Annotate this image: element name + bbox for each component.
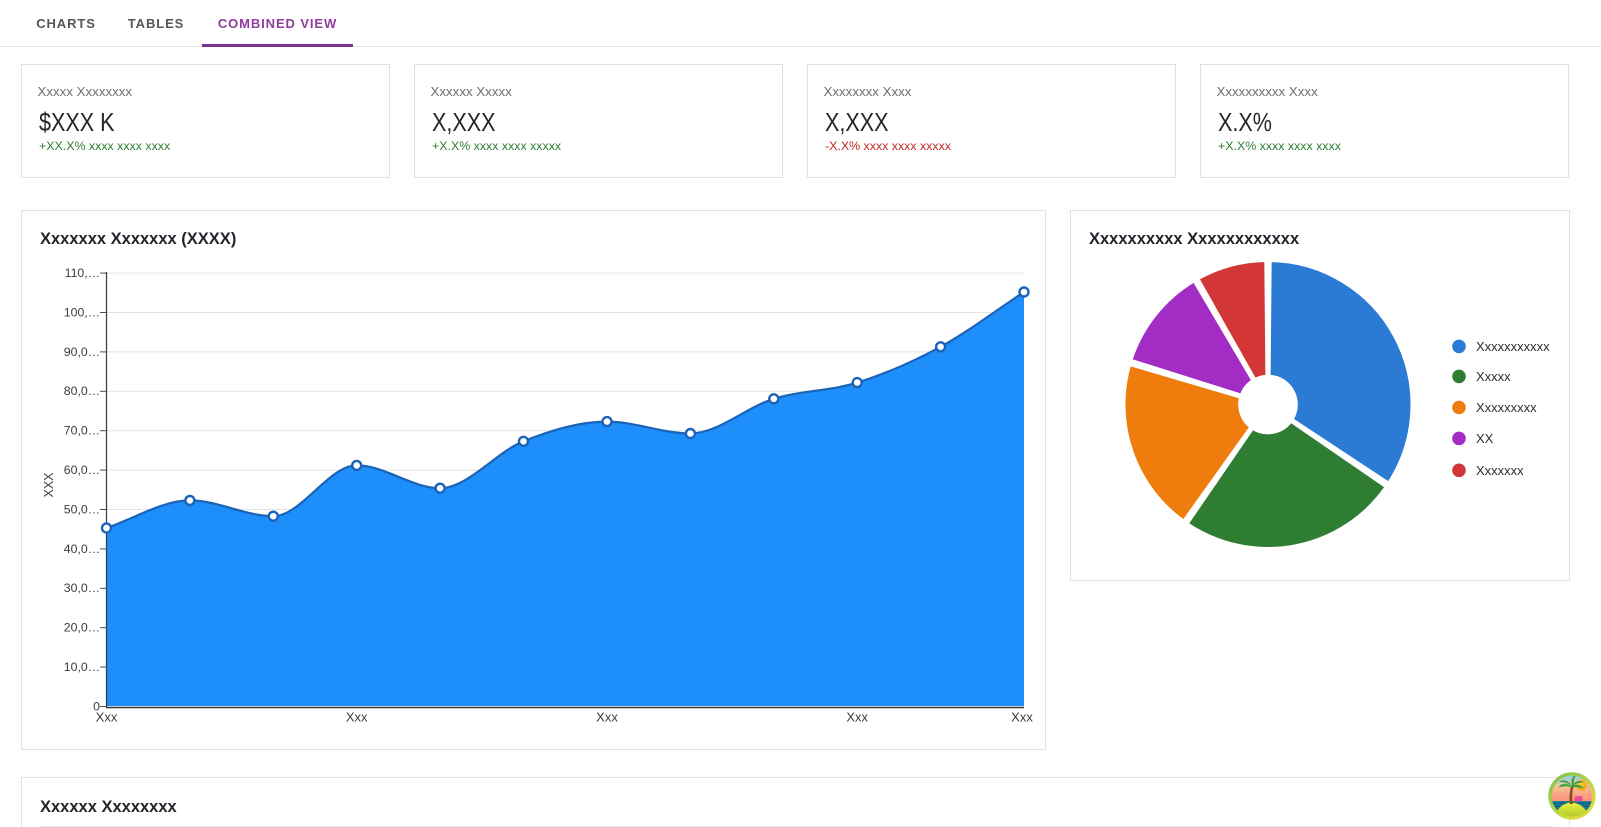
svg-text:Xxxxxxx: Xxxxxxx <box>1476 463 1524 478</box>
svg-text:40,0…: 40,0… <box>64 542 100 556</box>
svg-text:Xxxxx: Xxxxx <box>1476 369 1511 384</box>
svg-text:90,0…: 90,0… <box>64 345 100 359</box>
svg-text:Xxx: Xxx <box>846 710 868 725</box>
svg-text:10,0…: 10,0… <box>64 660 100 674</box>
svg-text:XXX: XXX <box>42 472 56 498</box>
svg-text:Xxx: Xxx <box>96 710 118 725</box>
svg-text:20,0…: 20,0… <box>64 621 100 635</box>
svg-text:Xxxxxxxxxxx: Xxxxxxxxxxx <box>1476 339 1550 354</box>
svg-text:60,0…: 60,0… <box>64 463 100 477</box>
svg-text:50,0…: 50,0… <box>64 502 100 516</box>
svg-text:70,0…: 70,0… <box>64 424 100 438</box>
svg-text:30,0…: 30,0… <box>64 581 100 595</box>
svg-text:Xxx: Xxx <box>596 710 618 725</box>
svg-text:Xxx: Xxx <box>346 710 368 725</box>
svg-text:100,…: 100,… <box>64 305 100 319</box>
svg-text:XX: XX <box>1476 431 1494 446</box>
svg-text:80,0…: 80,0… <box>64 384 100 398</box>
svg-text:110,…: 110,… <box>65 266 100 280</box>
svg-text:Xxxxxxxxx: Xxxxxxxxx <box>1476 400 1537 415</box>
svg-text:0: 0 <box>93 699 100 713</box>
svg-text:Xxx: Xxx <box>1011 710 1033 725</box>
